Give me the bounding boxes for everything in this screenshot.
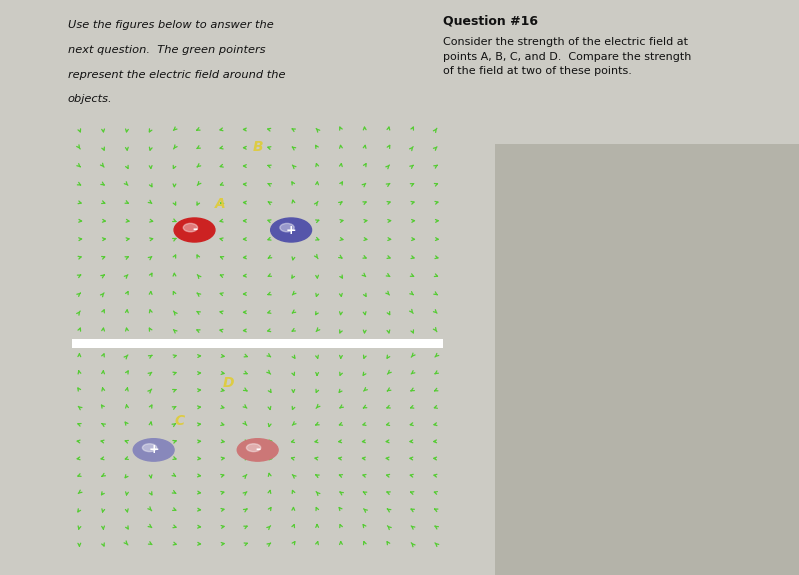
Text: objects.: objects.	[68, 94, 113, 104]
Text: -: -	[192, 224, 197, 236]
Text: -: -	[255, 443, 260, 457]
Circle shape	[271, 218, 312, 242]
Text: +: +	[286, 224, 296, 236]
Text: next question.  The green pointers: next question. The green pointers	[68, 45, 265, 55]
Text: Use the figures below to answer the: Use the figures below to answer the	[68, 20, 274, 30]
Circle shape	[133, 439, 174, 461]
Circle shape	[183, 224, 197, 232]
Text: Question #16: Question #16	[443, 14, 539, 28]
Text: Consider the strength of the electric field at
points A, B, C, and D.  Compare t: Consider the strength of the electric fi…	[443, 37, 692, 76]
Text: B: B	[252, 140, 263, 154]
Bar	[495, 144, 799, 575]
Circle shape	[142, 444, 157, 451]
Circle shape	[246, 444, 260, 451]
Bar	[72, 339, 443, 348]
Text: represent the electric field around the: represent the electric field around the	[68, 70, 285, 79]
Circle shape	[280, 224, 294, 232]
Text: A: A	[215, 197, 226, 211]
Circle shape	[174, 218, 215, 242]
Circle shape	[237, 439, 278, 461]
Text: C: C	[175, 415, 185, 428]
Text: D: D	[222, 375, 233, 390]
Text: +: +	[149, 443, 159, 457]
